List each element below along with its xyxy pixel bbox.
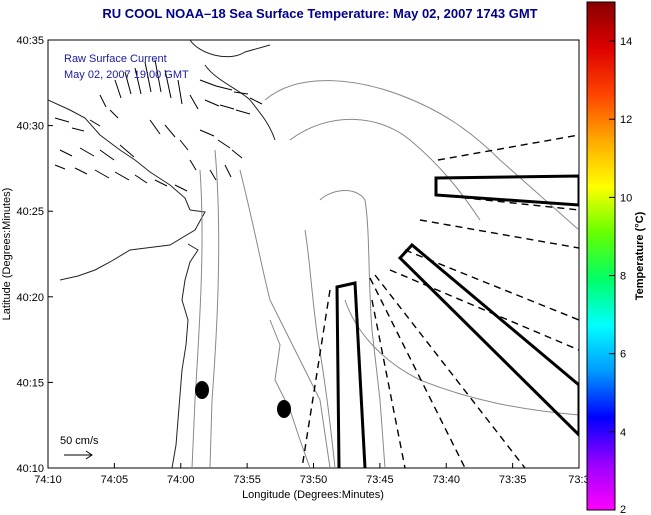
colorbar-tick-label: 10 — [620, 192, 632, 204]
colorbar-ticks: 14 12 10 8 6 4 2 — [609, 36, 632, 515]
y-tick-label: 40:20 — [16, 292, 44, 304]
x-tick-label: 73:45 — [366, 474, 394, 486]
bathymetry-contours — [191, 80, 579, 468]
radar-boxes — [335, 174, 579, 468]
colorbar-tick-label: 6 — [620, 349, 626, 361]
y-axis-ticks: 40:35 40:30 40:25 40:20 40:15 40:10 — [16, 35, 53, 475]
y-tick-label: 40:30 — [16, 121, 44, 133]
colorbar-tick-label: 2 — [620, 504, 626, 515]
x-tick-label: 73:40 — [432, 474, 460, 486]
y-tick-label: 40:35 — [16, 35, 44, 47]
colorbar-tick-label: 14 — [620, 36, 632, 48]
y-tick-label: 40:25 — [16, 206, 44, 218]
colorbar-tick-label: 8 — [620, 271, 626, 283]
x-tick-label: 74:00 — [167, 474, 195, 486]
y-tick-label: 40:10 — [16, 463, 44, 475]
x-tick-label: 73:3 — [568, 474, 589, 486]
y-tick-label: 40:15 — [16, 377, 44, 389]
x-tick-label: 73:55 — [233, 474, 261, 486]
page-title: RU COOL NOAA–18 Sea Surface Temperature:… — [102, 6, 538, 21]
scale-arrow-icon — [64, 450, 93, 460]
current-vectors — [54, 59, 263, 192]
map-content — [48, 40, 579, 468]
annotation-line1: Raw Surface Current — [64, 53, 167, 65]
radar-range-lines — [301, 134, 579, 468]
colorbar-tick-label: 4 — [620, 427, 626, 439]
x-tick-label: 73:50 — [300, 474, 328, 486]
coastline — [48, 40, 276, 468]
colorbar-tick-label: 12 — [620, 114, 632, 126]
plot-frame — [47, 39, 580, 469]
station-marker — [277, 400, 291, 418]
colorbar — [586, 1, 616, 511]
station-marker — [195, 381, 209, 399]
x-tick-label: 74:05 — [101, 474, 129, 486]
scale-label: 50 cm/s — [60, 435, 99, 447]
x-tick-label: 74:10 — [34, 474, 62, 486]
x-axis-ticks: 74:10 74:05 74:00 73:55 73:50 73:45 73:40 73:35… — [34, 463, 590, 486]
y-axis-label: Latitude (Degrees:Minutes) — [1, 188, 13, 321]
colorbar-label: Temperature (°C) — [634, 211, 646, 300]
x-tick-label: 73:35 — [499, 474, 527, 486]
annotation-line2: May 02, 2007 19:00 GMT — [64, 69, 189, 81]
x-axis-label: Longitude (Degrees:Minutes) — [242, 489, 384, 501]
